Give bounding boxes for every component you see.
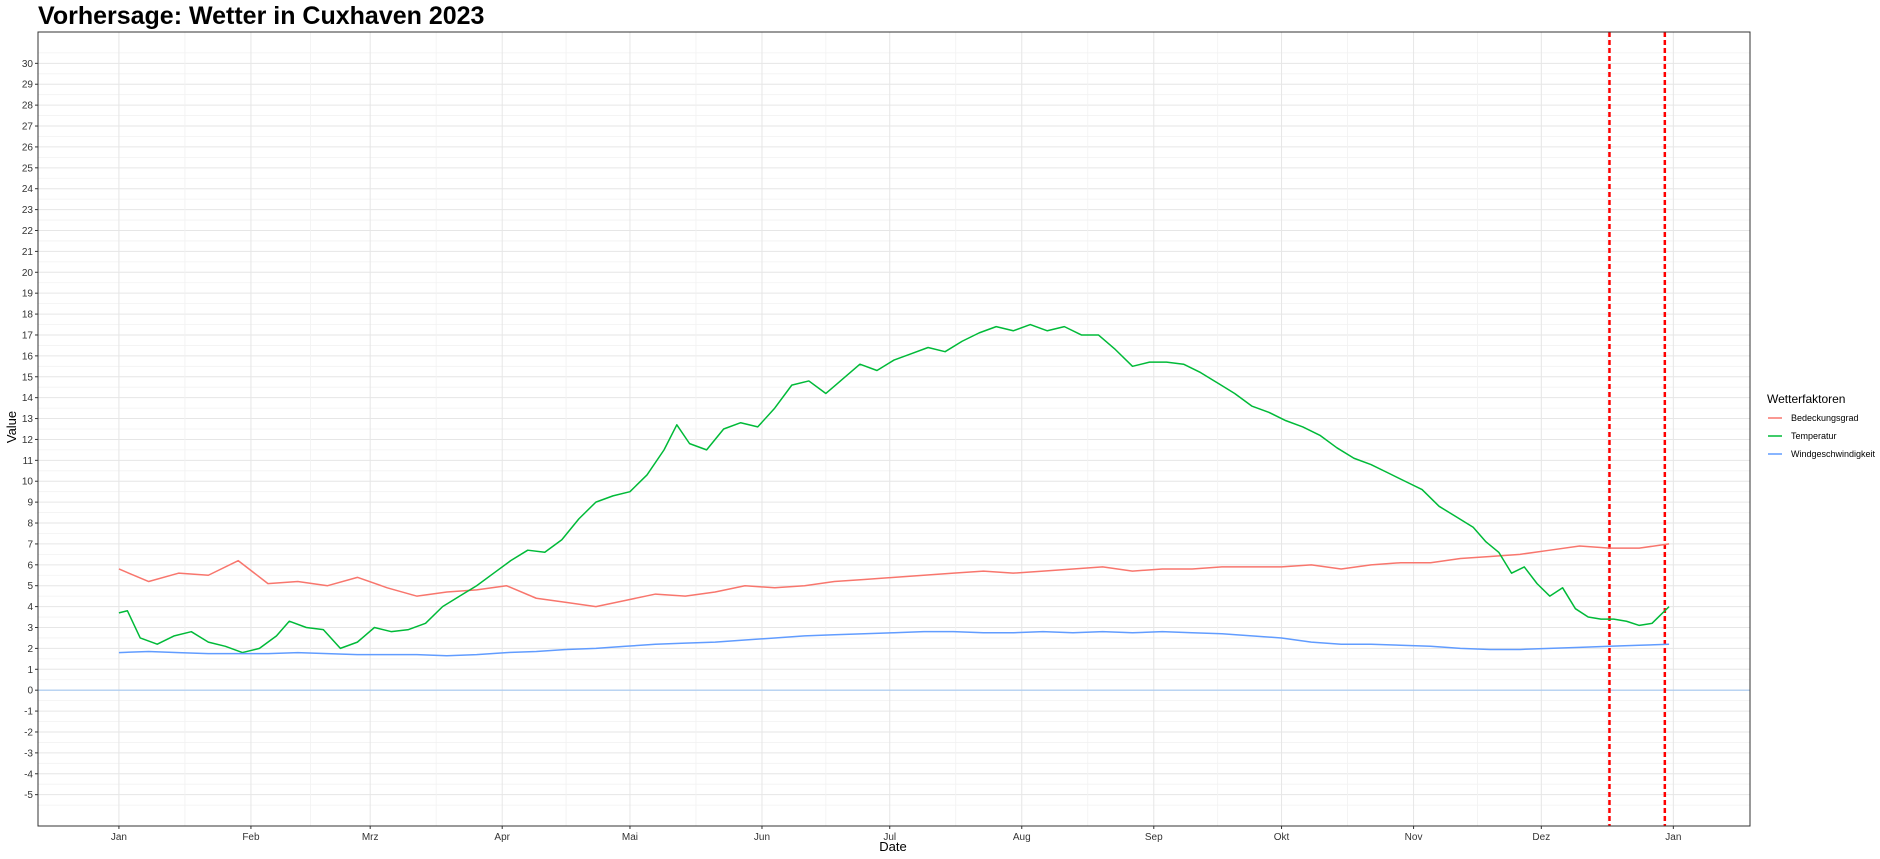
y-tick-label: 27 [22, 122, 34, 133]
reference-lines [38, 32, 1750, 826]
grid-layer [38, 31, 1750, 827]
chart-title: Vorhersage: Wetter in Cuxhaven 2023 [38, 2, 484, 30]
x-tick-label: Jul [883, 832, 896, 843]
x-axis: Jan Feb Mrz Apr Mai Jun Jul Aug Sep Okt Nov Dez Jan [111, 826, 1681, 843]
y-tick-label: 25 [22, 163, 34, 174]
legend-label: Bedeckungsgrad [1791, 413, 1859, 423]
series-line-temperatur [118, 323, 1670, 654]
panel-border [37, 31, 1751, 827]
y-tick-label: -5 [24, 790, 33, 801]
y-tick-label: 22 [22, 226, 34, 237]
y-tick-label: 18 [22, 310, 34, 321]
y-tick-label: 30 [22, 59, 34, 70]
y-tick-label: 11 [23, 456, 34, 467]
y-tick-label: 23 [22, 205, 34, 216]
y-tick-label: -3 [24, 748, 33, 759]
x-tick-label: Nov [1405, 832, 1423, 843]
legend-label: Temperatur [1791, 431, 1837, 441]
y-axis-title: Value [4, 411, 19, 443]
y-tick-label: 2 [27, 644, 33, 655]
y-tick-label: 0 [27, 686, 33, 697]
y-tick-label: 3 [27, 623, 33, 634]
y-tick-label: 19 [22, 289, 34, 300]
x-tick-label: Mrz [362, 832, 379, 843]
y-tick-label: 9 [27, 498, 33, 509]
x-tick-label: Aug [1013, 832, 1031, 843]
y-tick-label: 6 [27, 560, 33, 571]
y-tick-label: 17 [22, 330, 34, 341]
legend: Wetterfaktoren Bedeckungsgrad Temperatur W… [1767, 392, 1876, 459]
x-tick-label: Feb [242, 832, 260, 843]
y-tick-label: 8 [27, 519, 33, 530]
y-tick-label: 16 [22, 351, 34, 362]
x-tick-label: Apr [494, 832, 510, 843]
x-tick-label: Sep [1145, 832, 1163, 843]
y-tick-label: 26 [22, 142, 34, 153]
y-tick-label: 7 [27, 539, 33, 550]
y-tick-label: -2 [24, 727, 33, 738]
series-line-bedeckungsgrad [118, 543, 1670, 608]
y-tick-label: 13 [22, 414, 34, 425]
y-tick-label: -4 [24, 769, 33, 780]
x-tick-label: Jan [111, 832, 127, 843]
y-tick-label: 28 [22, 101, 34, 112]
legend-title: Wetterfaktoren [1767, 392, 1845, 406]
series-line-windgeschwindigkeit [118, 630, 1670, 657]
x-tick-label: Jun [754, 832, 770, 843]
x-tick-label: Okt [1274, 832, 1290, 843]
y-tick-label: 24 [22, 184, 34, 195]
x-axis-title: Date [879, 839, 906, 854]
y-tick-label: 21 [22, 247, 34, 258]
series-layer [118, 323, 1670, 657]
y-tick-label: 5 [27, 581, 33, 592]
y-tick-label: 4 [27, 602, 33, 613]
y-tick-label: 1 [27, 665, 33, 676]
y-tick-label: 15 [22, 372, 34, 383]
y-tick-label: 10 [22, 477, 34, 488]
x-tick-label: Jan [1665, 832, 1681, 843]
y-tick-label: 29 [22, 80, 34, 91]
y-tick-label: 12 [22, 435, 34, 446]
x-tick-label: Mai [622, 832, 638, 843]
legend-label: Windgeschwindigkeit [1791, 449, 1876, 459]
y-tick-label: 20 [22, 268, 34, 279]
y-tick-label: 14 [22, 393, 34, 404]
y-tick-label: -1 [24, 707, 33, 718]
x-tick-label: Dez [1532, 832, 1550, 843]
y-axis: -5-4-3-2-1012345678910111213141516171819… [22, 59, 38, 801]
